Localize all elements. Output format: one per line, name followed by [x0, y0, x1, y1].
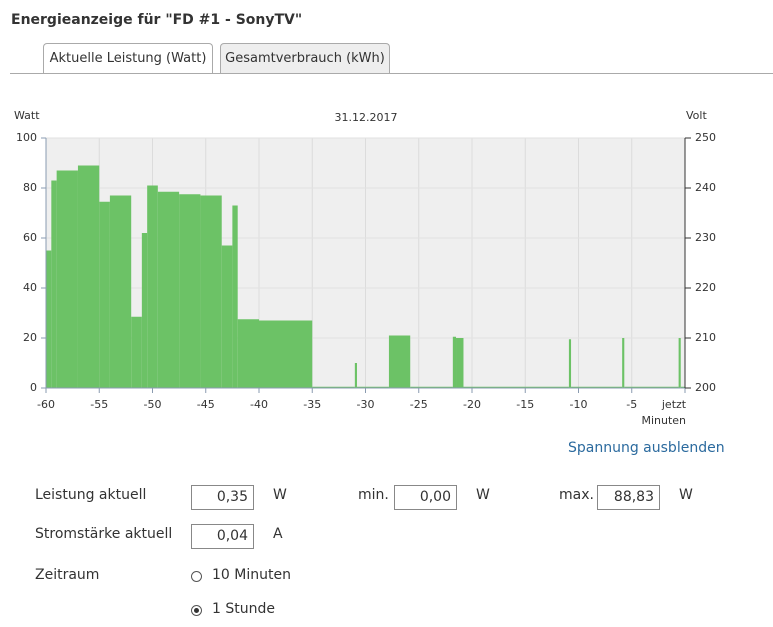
radio-label[interactable]: 1 Stunde: [212, 601, 275, 617]
field-unit: W: [679, 487, 693, 503]
bar: [571, 386, 623, 388]
bar: [312, 386, 355, 388]
bar: [456, 338, 464, 388]
field-value[interactable]: 0,04: [191, 524, 254, 549]
field-value[interactable]: 0,00: [394, 485, 457, 510]
toggle-voltage-link[interactable]: Spannung ausblenden: [568, 440, 725, 456]
bar: [388, 335, 411, 388]
y-tick-label: 40: [23, 281, 37, 294]
field-unit: W: [273, 487, 287, 503]
y-tick-label: 100: [16, 131, 37, 144]
bar: [680, 386, 685, 388]
bar: [131, 316, 142, 388]
bar: [99, 201, 110, 388]
field-label: max.: [559, 487, 594, 503]
bar: [463, 386, 569, 388]
y-tick-label: 0: [30, 381, 37, 394]
y2-axis-label: Volt: [686, 109, 707, 122]
bar: [259, 320, 313, 388]
bar: [354, 363, 357, 388]
y-tick-label: 80: [23, 181, 37, 194]
x-tick-label: -55: [90, 398, 108, 411]
x-tick-label: -20: [463, 398, 481, 411]
bar: [452, 336, 457, 388]
bar: [51, 180, 57, 388]
x-tick-label: -45: [197, 398, 215, 411]
y-axis-label: Watt: [14, 109, 40, 122]
bar: [56, 170, 78, 388]
bar: [179, 194, 201, 388]
radio-button[interactable]: [191, 571, 202, 582]
radio-dot: [194, 608, 199, 613]
y-tick-label: 20: [23, 331, 37, 344]
bar: [237, 319, 259, 388]
tab[interactable]: Gesamtverbrauch (kWh): [220, 43, 390, 73]
field-value[interactable]: 0,35: [191, 485, 254, 510]
chart-title: 31.12.2017: [335, 111, 398, 124]
x-axis-label: Minuten: [641, 414, 686, 427]
bar: [77, 165, 100, 388]
x-tick-label: -60: [37, 398, 55, 411]
bar: [622, 338, 625, 388]
bar: [157, 191, 180, 388]
bar: [221, 245, 233, 388]
x-tick-label: -10: [570, 398, 588, 411]
field-label: Leistung aktuell: [35, 487, 147, 503]
bar: [109, 195, 132, 388]
y2-tick-label: 230: [695, 231, 716, 244]
x-tick-label: jetzt: [661, 398, 687, 411]
radio-button[interactable]: [191, 605, 202, 616]
tab-divider: [10, 73, 773, 74]
bar: [147, 185, 158, 388]
field-label: Stromstärke aktuell: [35, 526, 173, 542]
field-unit: A: [273, 526, 283, 542]
bar: [624, 386, 679, 388]
field-label: min.: [358, 487, 389, 503]
bar: [678, 338, 681, 388]
x-tick-label: -40: [250, 398, 268, 411]
x-tick-label: -15: [516, 398, 534, 411]
x-tick-label: -35: [303, 398, 321, 411]
bar: [356, 386, 389, 388]
y-tick-label: 60: [23, 231, 37, 244]
y2-tick-label: 210: [695, 331, 716, 344]
field-value[interactable]: 88,83: [597, 485, 660, 510]
bar: [200, 195, 222, 388]
x-tick-label: -5: [626, 398, 637, 411]
bar: [232, 205, 238, 388]
tab[interactable]: Aktuelle Leistung (Watt): [43, 43, 213, 74]
bar: [410, 386, 453, 388]
page-title: Energieanzeige für "FD #1 - SonyTV": [11, 12, 303, 28]
y2-tick-label: 250: [695, 131, 716, 144]
bar: [568, 339, 572, 388]
period-label: Zeitraum: [35, 567, 100, 583]
x-tick-label: -25: [410, 398, 428, 411]
x-tick-label: -30: [357, 398, 375, 411]
bar: [141, 233, 148, 388]
radio-label[interactable]: 10 Minuten: [212, 567, 291, 583]
x-tick-label: -50: [144, 398, 162, 411]
field-unit: W: [476, 487, 490, 503]
y2-tick-label: 240: [695, 181, 716, 194]
y2-tick-label: 200: [695, 381, 716, 394]
bar: [46, 250, 52, 388]
y2-tick-label: 220: [695, 281, 716, 294]
